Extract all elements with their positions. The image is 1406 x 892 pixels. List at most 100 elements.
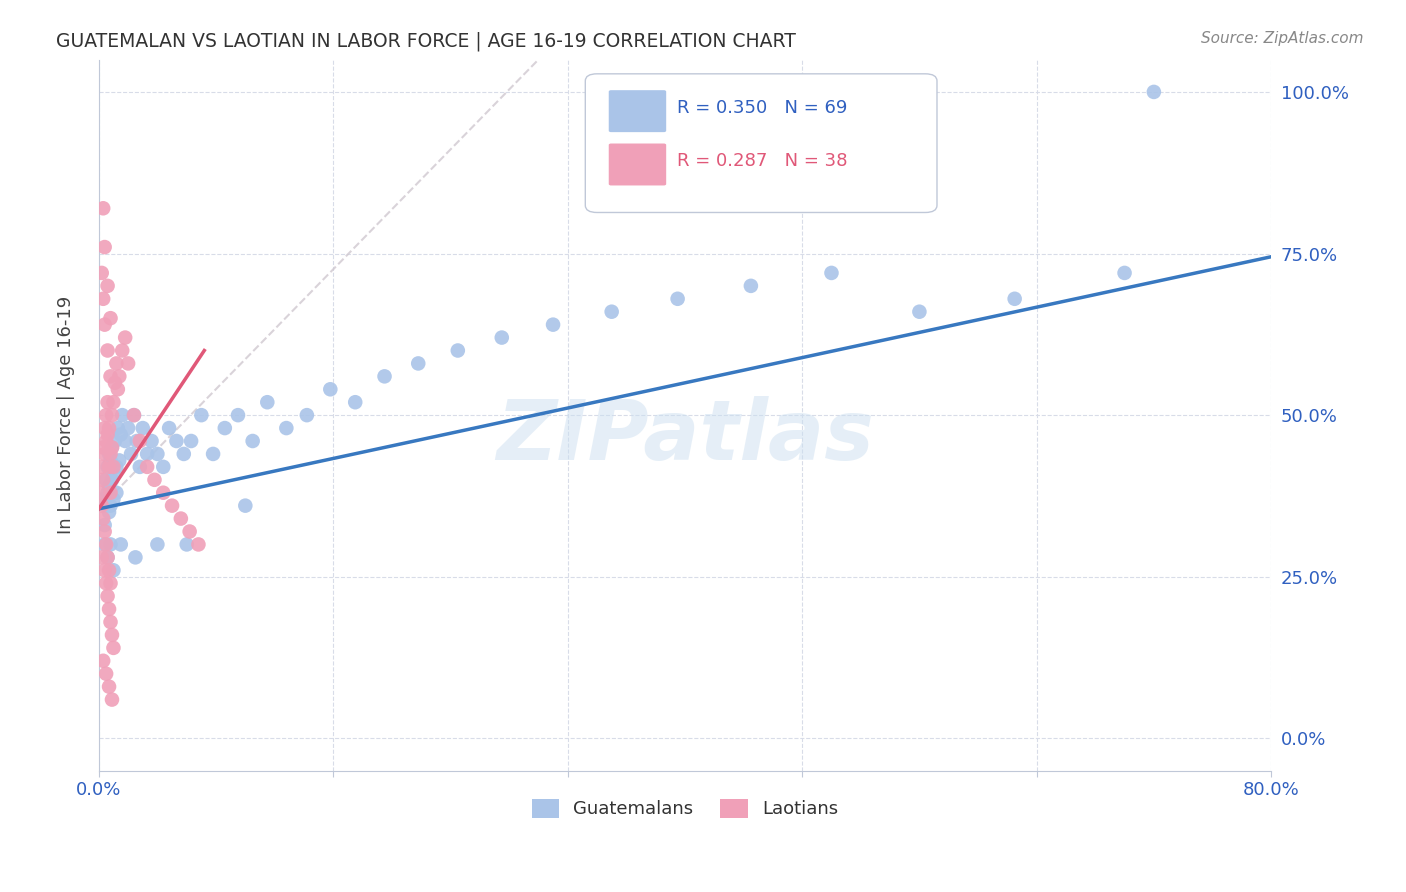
Point: [1114, 266, 1136, 280]
Point: [100, 576, 122, 591]
Point: [226, 408, 249, 422]
Point: [107, 382, 129, 396]
Point: [187, 537, 209, 551]
Point: [344, 395, 367, 409]
Point: [103, 395, 125, 409]
Point: [111, 408, 134, 422]
Point: [152, 459, 174, 474]
Point: [97, 459, 120, 474]
Point: [108, 453, 131, 467]
Text: R = 0.350   N = 69: R = 0.350 N = 69: [676, 99, 846, 117]
Point: [100, 447, 122, 461]
Point: [93, 518, 115, 533]
Text: GUATEMALAN VS LAOTIAN IN LABOR FORCE | AGE 16-19 CORRELATION CHART: GUATEMALAN VS LAOTIAN IN LABOR FORCE | A…: [56, 31, 796, 51]
Point: [103, 640, 125, 655]
Point: [98, 479, 121, 493]
Point: [93, 537, 115, 551]
Point: [820, 266, 842, 280]
Point: [124, 550, 146, 565]
Point: [94, 576, 117, 591]
Point: [93, 421, 115, 435]
Point: [101, 441, 124, 455]
Point: [105, 356, 128, 370]
FancyBboxPatch shape: [585, 74, 936, 212]
Point: [152, 485, 174, 500]
Point: [160, 499, 183, 513]
Point: [94, 499, 117, 513]
Point: [1004, 292, 1026, 306]
Point: [98, 447, 121, 461]
Point: [491, 330, 513, 344]
Point: [600, 304, 623, 318]
Point: [94, 666, 117, 681]
Point: [111, 343, 134, 358]
Point: [120, 447, 142, 461]
Point: [143, 473, 166, 487]
Point: [166, 434, 188, 448]
Point: [103, 492, 125, 507]
Point: [132, 421, 155, 435]
Point: [740, 278, 762, 293]
Text: ZIPatlas: ZIPatlas: [496, 396, 875, 477]
Point: [105, 459, 128, 474]
Point: [98, 563, 121, 577]
Point: [93, 318, 115, 332]
Point: [180, 434, 202, 448]
Point: [93, 240, 115, 254]
Point: [104, 434, 127, 448]
Point: [90, 459, 112, 474]
Point: [104, 376, 127, 390]
Point: [97, 343, 120, 358]
Point: [1143, 85, 1166, 99]
Point: [91, 473, 114, 487]
Point: [98, 421, 121, 435]
Point: [373, 369, 395, 384]
Point: [108, 369, 131, 384]
Point: [122, 408, 145, 422]
Point: [214, 421, 236, 435]
Point: [91, 511, 114, 525]
Point: [110, 537, 132, 551]
Point: [94, 408, 117, 422]
Point: [97, 427, 120, 442]
Point: [295, 408, 318, 422]
Point: [97, 278, 120, 293]
Point: [146, 537, 169, 551]
Point: [94, 434, 117, 448]
Point: [233, 499, 256, 513]
Point: [90, 266, 112, 280]
Point: [98, 602, 121, 616]
Point: [242, 434, 264, 448]
Text: Source: ZipAtlas.com: Source: ZipAtlas.com: [1201, 31, 1364, 46]
Point: [541, 318, 564, 332]
Point: [136, 447, 159, 461]
Point: [100, 615, 122, 629]
Point: [97, 550, 120, 565]
Point: [176, 537, 198, 551]
Point: [105, 485, 128, 500]
Point: [100, 369, 122, 384]
Point: [100, 311, 122, 326]
Point: [91, 202, 114, 216]
Point: [100, 485, 122, 500]
Point: [136, 459, 159, 474]
Point: [107, 421, 129, 435]
Legend: Guatemalans, Laotians: Guatemalans, Laotians: [524, 792, 845, 826]
Point: [114, 434, 136, 448]
Point: [97, 395, 120, 409]
Point: [117, 356, 139, 370]
Point: [101, 473, 124, 487]
Point: [101, 628, 124, 642]
Point: [170, 511, 193, 525]
Point: [202, 447, 225, 461]
Point: [91, 292, 114, 306]
Point: [100, 537, 122, 551]
Point: [110, 427, 132, 442]
Point: [91, 654, 114, 668]
Point: [128, 434, 150, 448]
Point: [146, 447, 169, 461]
Point: [100, 453, 122, 467]
Point: [94, 537, 117, 551]
Point: [97, 589, 120, 603]
Point: [91, 441, 114, 455]
